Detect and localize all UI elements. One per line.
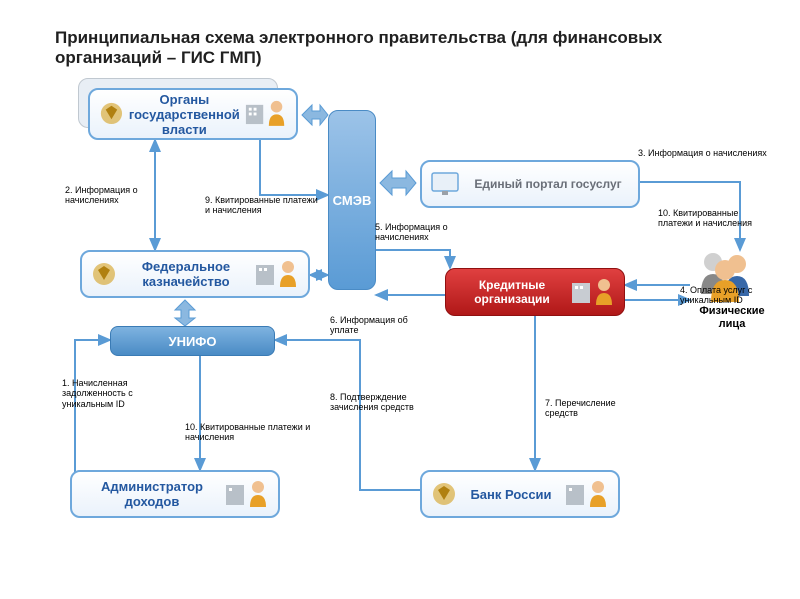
- page-title: Принципиальная схема электронного правит…: [55, 28, 735, 68]
- node-bank-label: Банк России: [464, 487, 558, 502]
- node-fedkaz: Федеральное казначейство: [80, 250, 310, 298]
- eagle-icon: [98, 100, 125, 128]
- edge-label-3: 3. Информация о начислениях: [638, 148, 778, 158]
- double-arrow-icon: [300, 100, 330, 135]
- building-icon: [224, 481, 246, 507]
- edge-label-10a: 10. Квитированные платежи и начисления: [658, 208, 753, 229]
- edge-label-10b: 10. Квитированные платежи и начисления: [185, 422, 335, 443]
- building-icon: [254, 261, 276, 287]
- building-icon: [244, 101, 265, 127]
- screen-icon: [430, 171, 460, 197]
- person-icon: [586, 479, 610, 509]
- node-admin: Администратор доходов: [70, 470, 280, 518]
- node-smev: СМЭВ: [328, 110, 376, 290]
- person-icon: [276, 259, 300, 289]
- node-credit: Кредитные организации: [445, 268, 625, 316]
- node-ogv: Органы государственной власти: [88, 88, 298, 140]
- edge-label-8: 8. Подтверждение зачисления средств: [330, 392, 435, 413]
- edge-label-6: 6. Информация об уплате: [330, 315, 430, 336]
- double-arrow-icon: [378, 168, 418, 203]
- edge-label-1: 1. Начисленная задолженность с уникальны…: [62, 378, 157, 409]
- person-icon: [246, 479, 270, 509]
- node-unifo-label: УНИФО: [168, 334, 216, 349]
- node-admin-label: Администратор доходов: [80, 479, 224, 509]
- eagle-icon: [90, 260, 118, 288]
- edge-label-7: 7. Перечисление средств: [545, 398, 635, 419]
- edge-label-4: 4. Оплата услуг с уникальным ID: [680, 285, 755, 306]
- eagle-icon: [430, 480, 458, 508]
- node-bank: Банк России: [420, 470, 620, 518]
- edge-label-5: 5. Информация о начислениях: [375, 222, 455, 243]
- edge-label-2: 2. Информация о начислениях: [65, 185, 150, 206]
- building-icon: [570, 279, 592, 305]
- person-icon: [592, 277, 616, 307]
- node-smev-label: СМЭВ: [333, 193, 372, 208]
- node-fedkaz-label: Федеральное казначейство: [122, 259, 250, 289]
- person-icon: [265, 99, 288, 129]
- node-credit-label: Кредитные организации: [454, 278, 570, 306]
- edge-label-9: 9. Квитированные платежи и начисления: [205, 195, 320, 216]
- node-portal-label: Единый портал госуслуг: [466, 177, 630, 191]
- building-icon: [564, 481, 586, 507]
- node-fizlica-label: Физические лица: [692, 305, 772, 331]
- node-ogv-label: Органы государственной власти: [129, 92, 240, 137]
- node-unifo: УНИФО: [110, 326, 275, 356]
- node-portal: Единый портал госуслуг: [420, 160, 640, 208]
